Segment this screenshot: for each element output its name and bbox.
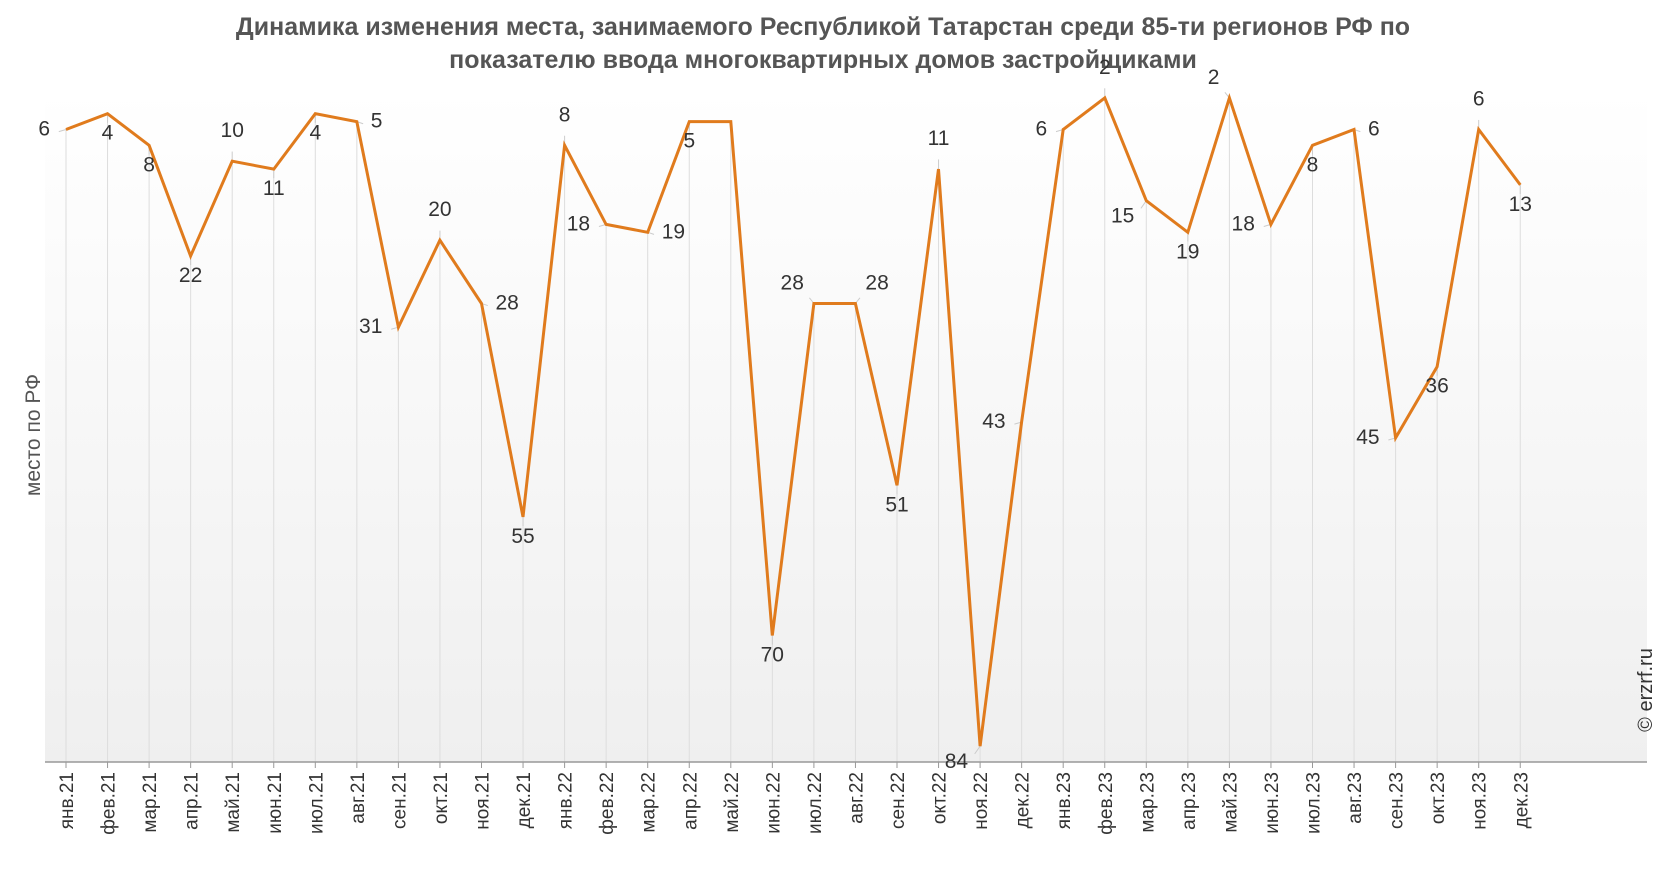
x-tick-label: апр.23 (1179, 772, 1200, 830)
data-label: 51 (885, 493, 908, 516)
x-tick-label: мар.21 (140, 772, 161, 833)
data-label: 84 (945, 750, 969, 773)
data-label: 22 (179, 264, 202, 287)
data-label: 8 (1307, 153, 1319, 176)
data-label: 70 (761, 644, 784, 667)
x-tick-label: фев.22 (597, 772, 618, 835)
label-leader (1140, 200, 1147, 209)
data-label: 4 (102, 122, 114, 145)
x-tick-label: июл.23 (1304, 772, 1325, 834)
x-tick-label: май.21 (223, 772, 244, 833)
x-tick-label: ноя.22 (971, 772, 992, 830)
x-tick-label: май.22 (722, 772, 743, 833)
credit-text: © erzrf.ru (1635, 648, 1657, 732)
data-label: 2 (1099, 56, 1111, 79)
x-tick-label: сен.23 (1387, 772, 1408, 829)
x-tick-label: июл.22 (805, 772, 826, 834)
data-label: 18 (1232, 212, 1255, 235)
data-label: 4 (309, 122, 321, 145)
x-tick-label: окт.21 (431, 772, 452, 824)
data-label: 5 (683, 130, 695, 153)
data-label: 28 (781, 272, 804, 295)
x-tick-label: апр.21 (182, 772, 203, 830)
series-line (65, 92, 1522, 747)
plot-area (45, 90, 1647, 762)
data-label: 11 (263, 177, 285, 200)
x-tick-label: июн.21 (265, 772, 286, 834)
data-label: 6 (38, 118, 50, 141)
x-tick-label: авг.21 (348, 772, 369, 824)
data-label: 11 (928, 127, 950, 150)
x-tick-label: фев.23 (1096, 772, 1117, 835)
data-label: 28 (496, 292, 519, 315)
y-axis-label: место по РФ (22, 374, 45, 496)
x-tick-label: мар.23 (1137, 772, 1158, 833)
data-label: 13 (1509, 193, 1532, 216)
data-label: 36 (1425, 375, 1448, 398)
data-label: 6 (1368, 118, 1380, 141)
data-label: 43 (982, 410, 1005, 433)
label-leader (58, 129, 67, 133)
data-label: 45 (1356, 426, 1379, 449)
x-axis-ticks: янв.21 фев.21 мар.21 апр.21 май.21 июн.21 июл.… (57, 762, 1532, 835)
grid-lines (65, 97, 1521, 762)
data-label: 2 (1208, 66, 1220, 89)
x-tick-label: июл.21 (306, 772, 327, 834)
x-tick-label: фев.21 (99, 772, 120, 835)
x-tick-label: янв.22 (556, 772, 577, 829)
x-tick-label: апр.22 (680, 772, 701, 830)
x-tick-label: июн.23 (1262, 772, 1283, 834)
x-tick-label: дек.23 (1511, 772, 1532, 828)
data-label: 6 (1473, 88, 1485, 111)
label-leader (974, 745, 981, 755)
data-label: 28 (865, 272, 888, 295)
x-tick-label: сен.21 (389, 772, 410, 829)
data-label: 55 (511, 525, 534, 548)
data-label: 20 (428, 198, 451, 221)
chart-title-line-1: Динамика изменения места, занимаемого Ре… (236, 13, 1410, 41)
data-label: 19 (662, 220, 685, 243)
data-label: 19 (1176, 240, 1199, 263)
x-tick-label: дек.22 (1013, 772, 1034, 828)
data-label: 15 (1111, 205, 1134, 228)
x-tick-label: дек.21 (514, 772, 535, 828)
x-tick-label: янв.21 (57, 772, 78, 829)
data-label: 18 (567, 212, 590, 235)
data-label: 31 (359, 315, 382, 338)
x-tick-label: янв.23 (1054, 772, 1075, 829)
x-tick-label: авг.22 (846, 772, 867, 824)
chart-title-line-2: показателю ввода многоквартирных домов з… (449, 46, 1197, 74)
x-tick-label: мар.22 (639, 772, 660, 833)
x-tick-label: окт.22 (930, 772, 951, 824)
x-tick-label: ноя.21 (473, 772, 494, 830)
data-label: 8 (559, 103, 571, 126)
data-label: 5 (371, 110, 383, 133)
data-label: 10 (221, 119, 244, 142)
data-label: 6 (1036, 118, 1048, 141)
data-label: 8 (143, 153, 155, 176)
x-tick-label: май.23 (1220, 772, 1241, 833)
x-tick-label: июн.22 (763, 772, 784, 834)
x-tick-label: окт.23 (1428, 772, 1449, 824)
x-tick-label: авг.23 (1345, 772, 1366, 824)
x-tick-label: сен.22 (888, 772, 909, 829)
x-tick-label: ноя.23 (1470, 772, 1491, 830)
